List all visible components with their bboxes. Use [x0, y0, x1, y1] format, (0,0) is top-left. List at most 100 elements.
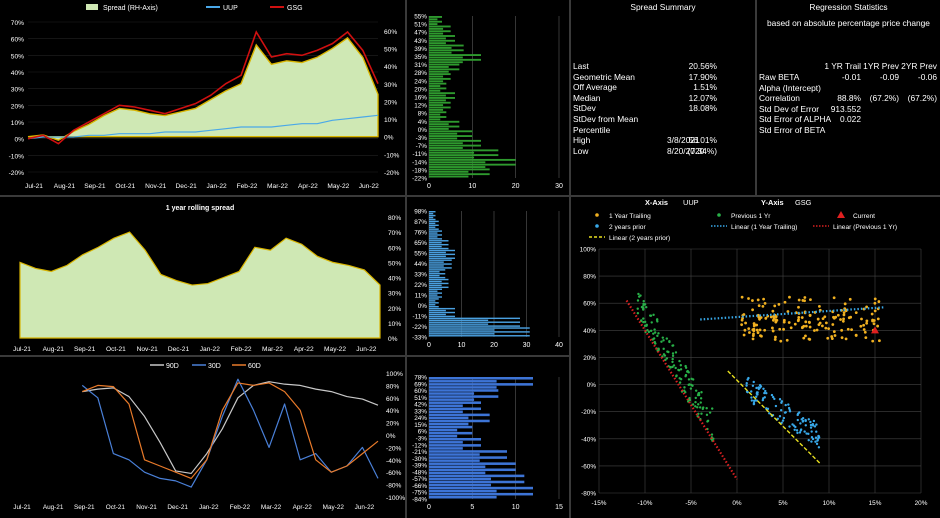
y-left-tick: 40%: [11, 70, 24, 77]
y-tick: 55%: [414, 251, 427, 258]
x-tick: 10: [468, 183, 476, 190]
histogram-bar: [429, 166, 486, 168]
trendline: [625, 299, 738, 481]
y-left-tick: 10%: [11, 120, 24, 127]
point-2-years-prior: [801, 419, 805, 423]
histogram-bar: [429, 147, 463, 149]
point-2-years-prior: [817, 446, 821, 449]
histogram-bar: [429, 89, 441, 92]
correlation-histogram-panel: 0 5 10 15 78% 69% 60% 51% 42% 33% 24% 15% 6% -3% -12% -…: [407, 357, 569, 518]
series-30d: [81, 378, 379, 488]
point-1-year-trailing: [797, 305, 800, 309]
point-2-years-prior: [755, 395, 758, 398]
x-axis-label: X-Axis: [645, 198, 668, 207]
point-1-year-trailing: [771, 309, 775, 313]
point-previous-1-yr: [653, 331, 657, 334]
point-1-year-trailing: [833, 334, 837, 337]
y-tick: 60%: [386, 396, 399, 403]
histogram-bar: [429, 425, 473, 429]
point-1-year-trailing: [774, 315, 778, 319]
y-tick: -33%: [412, 335, 427, 342]
point-1-year-trailing: [783, 300, 787, 304]
histogram-bar: [429, 56, 463, 59]
legend-swatch: [837, 211, 845, 218]
legend-swatch: [595, 224, 599, 228]
y-tick: 0%: [388, 336, 398, 343]
histogram-bar: [429, 27, 444, 30]
histogram-bar: [429, 42, 446, 45]
point-2-years-prior: [815, 423, 818, 426]
x-tick: Jan-22: [207, 183, 227, 190]
point-previous-1-yr: [653, 328, 656, 331]
summary-label: StDev: [573, 103, 596, 114]
point-previous-1-yr: [671, 344, 675, 347]
point-1-year-trailing: [863, 330, 867, 334]
point-1-year-trailing: [773, 304, 777, 308]
point-previous-1-yr: [652, 313, 655, 317]
point-1-year-trailing: [876, 324, 880, 328]
y-tick: 20%: [583, 355, 596, 362]
y-tick: -84%: [412, 497, 427, 504]
histogram-bar: [429, 265, 444, 267]
histogram-bar: [429, 127, 449, 130]
y-tick: 51%: [414, 395, 427, 402]
histogram-bar: [429, 70, 449, 73]
histogram-bar: [429, 220, 439, 223]
point-1-year-trailing: [832, 296, 836, 300]
point-2-years-prior: [810, 436, 814, 439]
point-2-years-prior: [801, 417, 805, 420]
histogram-bar: [429, 259, 452, 261]
legend-label: Linear (Previous 1 Yr): [833, 224, 897, 231]
point-2-years-prior: [751, 384, 755, 387]
histogram-bar: [429, 243, 449, 246]
point-previous-1-yr: [642, 320, 645, 324]
y-tick: -20%: [386, 445, 402, 452]
histogram-bar: [429, 77, 451, 80]
y-tick: 80%: [388, 215, 401, 222]
legend-label: UUP: [223, 5, 238, 12]
point-2-years-prior: [762, 387, 765, 390]
histogram-bar: [429, 116, 447, 118]
point-previous-1-yr: [652, 337, 656, 340]
point-previous-1-yr: [636, 312, 640, 315]
histogram-bar: [429, 104, 444, 107]
y-tick: 30%: [388, 291, 401, 298]
summary-value: 1.51%: [693, 82, 717, 93]
legend-label: 60D: [248, 363, 261, 370]
point-2-years-prior: [763, 396, 766, 399]
point-1-year-trailing: [841, 319, 845, 323]
point-previous-1-yr: [668, 340, 671, 343]
histogram-bar: [429, 156, 475, 159]
regression-row-label: Std Error of ALPHA: [759, 114, 832, 125]
point-1-year-trailing: [742, 333, 746, 337]
point-1-year-trailing: [777, 302, 781, 306]
x-tick: 0: [427, 504, 431, 511]
histogram-bar: [429, 125, 460, 128]
point-1-year-trailing: [864, 336, 868, 340]
y-tick: 10%: [388, 321, 401, 328]
point-1-year-trailing: [755, 328, 759, 332]
histogram-bar: [429, 61, 463, 64]
point-previous-1-yr: [691, 378, 695, 381]
point-2-years-prior: [773, 397, 776, 401]
histogram-bar: [429, 456, 507, 459]
point-1-year-trailing: [764, 316, 768, 320]
point-1-year-trailing: [820, 324, 824, 328]
histogram-bar: [429, 257, 455, 259]
histogram-bar: [429, 434, 458, 438]
y-tick: -22%: [412, 324, 427, 331]
point-1-year-trailing: [832, 315, 835, 319]
point-previous-1-yr: [687, 371, 690, 374]
histogram-bar: [429, 300, 436, 302]
legend-label: 2 years prior: [609, 224, 646, 231]
point-1-year-trailing: [802, 336, 806, 340]
x-tick: Mar-22: [261, 504, 282, 511]
price-chart: 70% 60% 50% 40% 30% 20% 10% 0% -10% -20% 60% 50% 40%…: [9, 4, 400, 190]
histogram-bar: [429, 173, 490, 176]
x-tick: Jan-22: [199, 504, 219, 511]
x-tick: Mar-22: [262, 346, 283, 353]
histogram-bar: [429, 380, 497, 383]
y-tick: 47%: [414, 30, 427, 37]
histogram-bar: [429, 302, 439, 304]
